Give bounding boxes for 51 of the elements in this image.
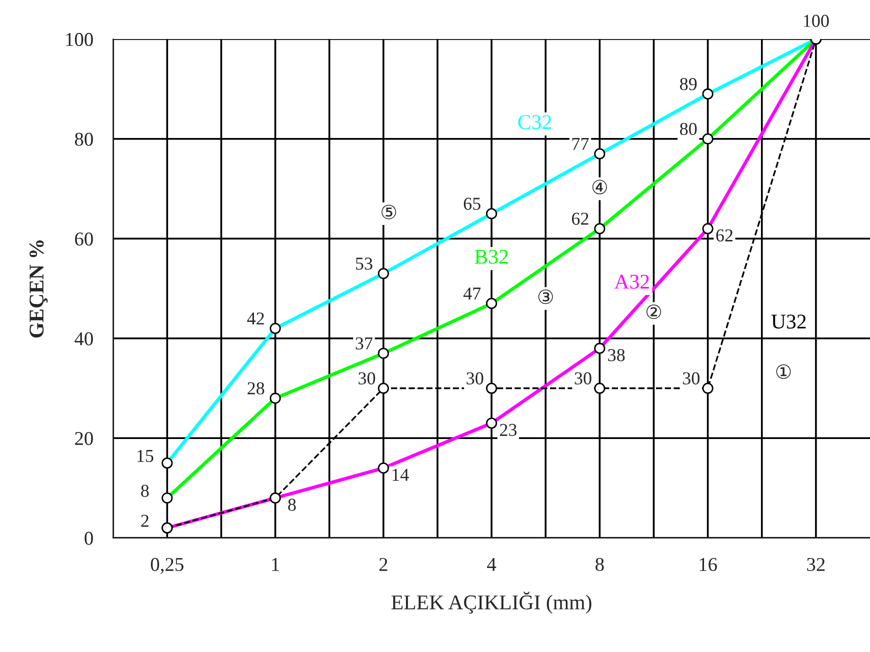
point	[486, 382, 498, 394]
x-tick-label: 2	[379, 558, 388, 571]
x-axis-title: ELEK AÇIKLIĞI (mm)	[391, 592, 592, 614]
x-tick-label: 32	[807, 558, 825, 572]
y-tick-label: 0	[84, 532, 93, 545]
x-tick-label: 16	[700, 558, 717, 572]
data-label: 14	[392, 468, 409, 481]
series-label: B32	[474, 250, 508, 264]
data-label: 100	[804, 14, 829, 27]
data-label: 38	[608, 349, 625, 362]
data-label: 80	[680, 122, 697, 136]
data-label: 28	[248, 382, 264, 394]
series-label: A32	[614, 274, 649, 289]
data-label: 62	[716, 229, 733, 242]
y-tick-label: 80	[74, 132, 93, 146]
y-tick-label: 20	[75, 432, 93, 446]
series-label: U32	[771, 314, 806, 329]
data-label: 42	[247, 312, 264, 324]
data-label: 30	[358, 372, 376, 384]
data-label: 30	[682, 372, 700, 384]
data-label: 89	[680, 78, 697, 90]
annotation: ②	[646, 304, 662, 320]
data-label: 8	[141, 484, 149, 497]
data-label: 30	[574, 372, 592, 384]
point	[702, 382, 714, 394]
data-label: 65	[464, 198, 480, 210]
y-tick-label: 40	[74, 332, 93, 346]
data-label: 23	[500, 424, 517, 436]
y-tick-label: 100	[66, 32, 93, 46]
y-axis-title: GEÇEN %	[30, 240, 48, 338]
data-label: 2	[141, 514, 148, 527]
x-tick-label: 0,25	[150, 558, 184, 574]
data-label: 15	[138, 450, 154, 462]
annotation: ①	[776, 364, 791, 379]
text: C32	[518, 115, 552, 130]
annotation: ③	[538, 289, 553, 304]
data-label: 77	[572, 138, 589, 150]
x-tick-label: 8	[596, 558, 604, 572]
annotation: ⑤	[382, 204, 396, 220]
data-label: 8	[288, 498, 296, 511]
x-tick-label: 4	[487, 558, 496, 571]
data-label: 47	[463, 288, 481, 300]
data-label: 37	[356, 337, 372, 350]
annotation: ④	[592, 180, 607, 194]
point	[378, 382, 389, 394]
data-label: 62	[572, 212, 588, 225]
data-label: 53	[356, 258, 372, 270]
y-tick-label: 60	[75, 232, 93, 246]
x-tick-label: 1	[272, 558, 279, 571]
data-label: 30	[466, 372, 484, 384]
point	[594, 382, 606, 394]
